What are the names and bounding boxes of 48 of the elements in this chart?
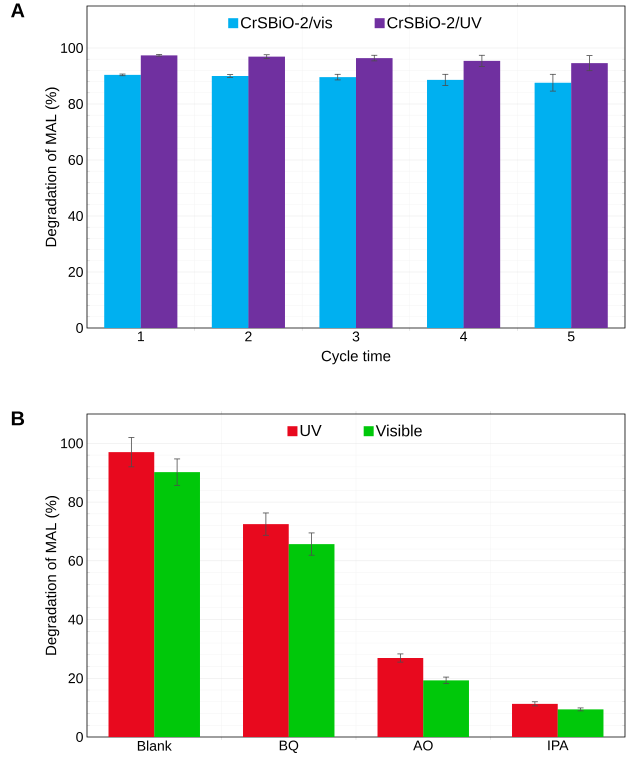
x-tick-label: 4 <box>460 332 468 342</box>
bar <box>140 55 178 328</box>
bar <box>534 82 572 328</box>
chart-title: A <box>11 4 24 18</box>
x-tick-label: IPA <box>548 740 568 750</box>
x-tick-label: AO <box>413 740 433 750</box>
y-axis-title: Degradation of MAL (%) <box>45 88 60 246</box>
legend-label: CrSBiO-2/vis <box>241 16 332 28</box>
bar <box>512 704 558 737</box>
bar <box>378 658 424 737</box>
y-axis-title: Degradation of MAL (%) <box>45 496 60 655</box>
bar <box>108 452 154 737</box>
legend-label: CrSBiO-2/UV <box>387 16 482 28</box>
x-tick-label: 1 <box>138 332 144 342</box>
y-tick-label: 20 <box>68 267 83 277</box>
y-tick-label: 100 <box>61 43 83 53</box>
legend-label: Visible <box>376 424 422 436</box>
bar <box>571 63 608 328</box>
y-tick-label: 0 <box>76 323 83 333</box>
bar <box>154 472 200 737</box>
legend-label: UV <box>300 424 322 436</box>
y-tick-label: 80 <box>68 497 83 508</box>
bar <box>248 56 285 328</box>
bar <box>319 77 356 328</box>
chart-title: B <box>12 412 24 426</box>
x-tick-label: 5 <box>568 332 574 342</box>
y-tick-label: 60 <box>68 155 83 165</box>
x-tick-label: Blank <box>138 740 172 751</box>
y-tick-label: 20 <box>68 673 83 684</box>
y-tick-label: 40 <box>68 614 83 624</box>
bar <box>212 76 248 328</box>
x-axis-title: Cycle time <box>322 350 390 364</box>
bar <box>243 524 289 737</box>
bar <box>356 58 393 328</box>
y-tick-label: 80 <box>68 99 83 109</box>
y-tick-label: 40 <box>68 211 83 221</box>
x-tick-label: 3 <box>352 332 360 342</box>
bar <box>104 74 141 328</box>
y-tick-label: 60 <box>68 556 83 566</box>
x-tick-label: BQ <box>280 740 298 753</box>
bar <box>423 680 469 737</box>
bar <box>427 80 464 328</box>
bar <box>288 544 334 737</box>
bar <box>558 709 604 737</box>
bar <box>464 60 500 328</box>
y-tick-label: 100 <box>61 438 83 448</box>
x-tick-label: 2 <box>245 332 252 342</box>
y-tick-label: 0 <box>76 732 83 742</box>
